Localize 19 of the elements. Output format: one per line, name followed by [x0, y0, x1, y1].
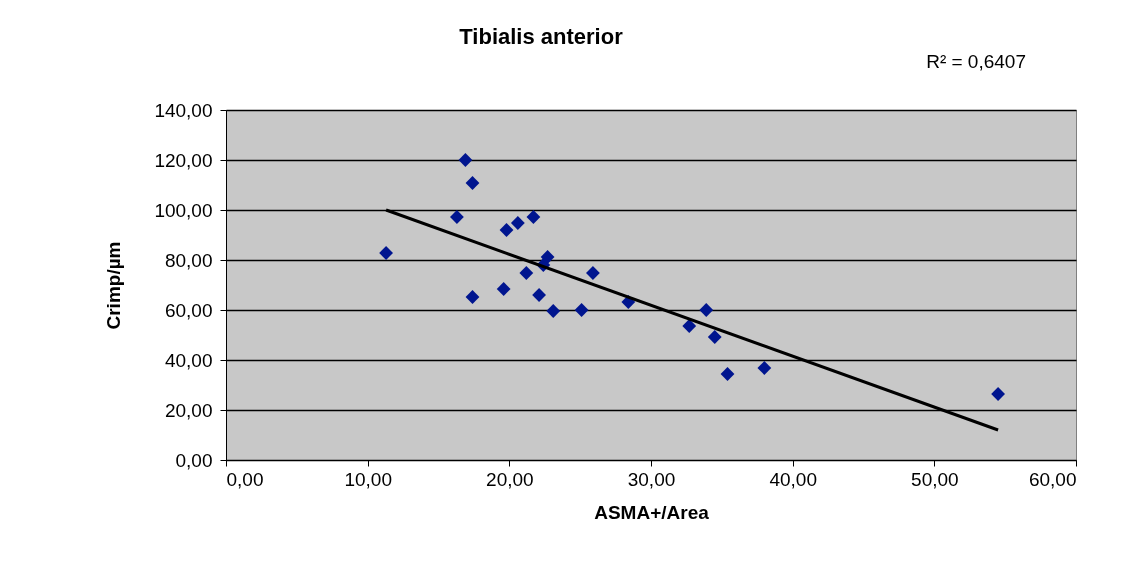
- text: R² = 0,6407: [926, 51, 1026, 72]
- y-axis-title: Crimp/µm: [103, 241, 125, 330]
- x-tick-label: 0,00: [226, 468, 264, 490]
- y-tick-label: 40,00: [164, 349, 213, 371]
- x-tick-label: 60,00: [1028, 468, 1077, 490]
- x-axis-title: ASMA+/Area: [594, 501, 710, 523]
- x-tick-label: 50,00: [911, 468, 959, 490]
- y-tick-label: 80,00: [164, 249, 213, 271]
- y-tick-label: 0,00: [175, 449, 213, 471]
- x-tick-label: 40,00: [769, 468, 817, 490]
- x-tick-label: 10,00: [344, 468, 392, 490]
- y-tick-label: 140,00: [154, 99, 213, 121]
- y-tick-label: 100,00: [154, 199, 213, 221]
- chart-title: Tibialis anterior: [459, 24, 624, 49]
- y-tick-label: 60,00: [164, 299, 213, 321]
- y-tick-label: 20,00: [164, 399, 213, 421]
- y-tick-label: 120,00: [154, 149, 213, 171]
- x-tick-label: 20,00: [486, 468, 534, 490]
- x-tick-label: 30,00: [627, 468, 676, 490]
